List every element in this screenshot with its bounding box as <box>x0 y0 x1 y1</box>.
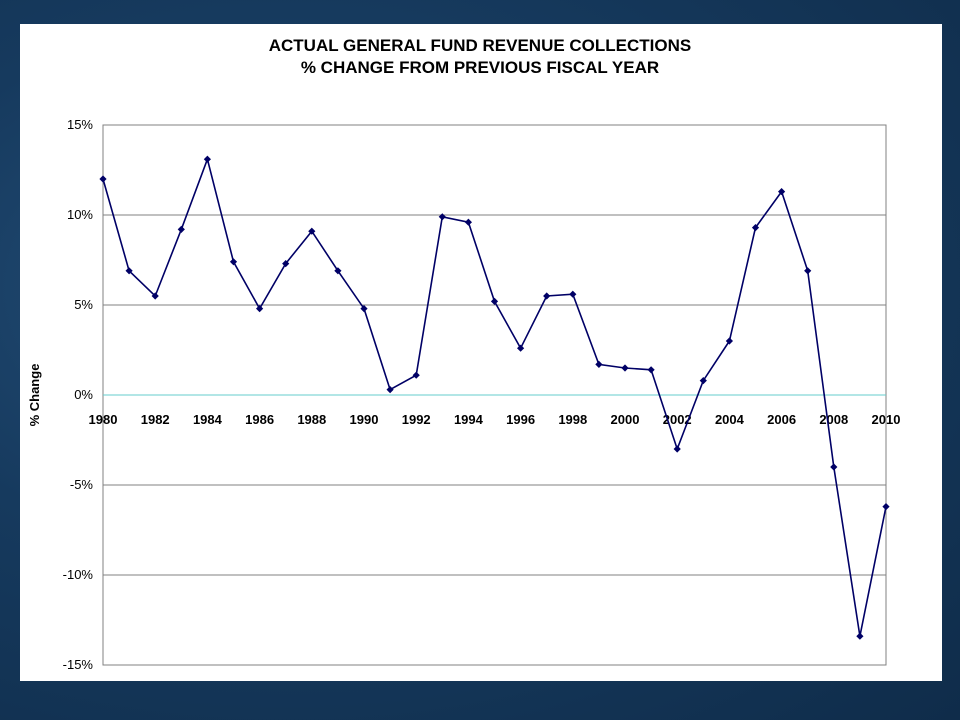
data-point-marker <box>386 386 394 394</box>
x-tick-label: 1980 <box>89 412 118 427</box>
data-point-marker <box>151 292 159 300</box>
x-tick-label: 1992 <box>402 412 431 427</box>
data-point-marker <box>751 224 760 232</box>
data-point-marker <box>438 213 446 221</box>
data-point-marker <box>804 267 812 275</box>
data-point-marker <box>308 227 316 235</box>
y-axis-label: % Change <box>27 364 42 427</box>
x-tick-label: 2000 <box>611 412 640 427</box>
data-point-marker <box>621 364 629 372</box>
data-point-marker <box>830 463 838 471</box>
data-point-marker <box>177 225 185 233</box>
y-tick-label: 10% <box>67 207 93 222</box>
y-tick-label: -10% <box>63 567 94 582</box>
x-tick-label: 2004 <box>715 412 745 427</box>
x-tick-label: 2002 <box>663 412 692 427</box>
data-point-marker <box>490 297 499 305</box>
data-point-marker <box>360 305 368 313</box>
x-tick-label: 1994 <box>454 412 484 427</box>
data-point-marker <box>203 155 211 163</box>
x-tick-label: 2008 <box>819 412 848 427</box>
x-tick-label: 1986 <box>245 412 274 427</box>
y-tick-label: -15% <box>63 657 94 672</box>
data-point-marker <box>543 292 551 300</box>
x-tick-label: 1996 <box>506 412 535 427</box>
chart-subtitle: % CHANGE FROM PREVIOUS FISCAL YEAR <box>301 58 659 77</box>
data-point-marker <box>517 344 525 352</box>
data-point-marker <box>229 258 238 266</box>
data-point-marker <box>856 632 864 640</box>
y-axis-ticks: 15% 10% 5% 0% -5% -10% -15% <box>63 117 94 672</box>
data-point-marker <box>125 267 133 275</box>
chart-frame: ACTUAL GENERAL FUND REVENUE COLLECTIONS … <box>20 24 942 681</box>
data-point-marker <box>778 188 786 196</box>
x-axis-ticks: 1980 1982 1984 1986 1988 1990 1992 1994 1996 1998… <box>89 412 901 427</box>
data-point-marker <box>647 366 655 374</box>
x-tick-label: 1988 <box>297 412 326 427</box>
x-tick-label: 1998 <box>558 412 587 427</box>
data-point-marker <box>595 360 603 368</box>
data-point-marker <box>882 503 890 511</box>
x-tick-label: 2006 <box>767 412 796 427</box>
y-tick-label: 5% <box>74 297 93 312</box>
x-tick-label: 2010 <box>872 412 901 427</box>
y-tick-label: 15% <box>67 117 93 132</box>
series-line <box>99 155 890 640</box>
data-point-marker <box>673 445 681 453</box>
data-point-marker <box>464 218 472 226</box>
data-point-marker <box>569 290 577 298</box>
x-tick-label: 1982 <box>141 412 170 427</box>
x-tick-label: 1990 <box>350 412 379 427</box>
data-point-marker <box>699 377 707 385</box>
y-tick-label: -5% <box>70 477 94 492</box>
line-chart: ACTUAL GENERAL FUND REVENUE COLLECTIONS … <box>27 36 901 672</box>
data-point-marker <box>334 267 342 275</box>
data-point-marker <box>99 175 107 183</box>
data-point-marker <box>725 337 733 345</box>
chart-title: ACTUAL GENERAL FUND REVENUE COLLECTIONS <box>269 36 692 55</box>
data-point-marker <box>256 305 264 313</box>
y-tick-label: 0% <box>74 387 93 402</box>
x-tick-label: 1984 <box>193 412 223 427</box>
data-point-marker <box>412 371 420 379</box>
